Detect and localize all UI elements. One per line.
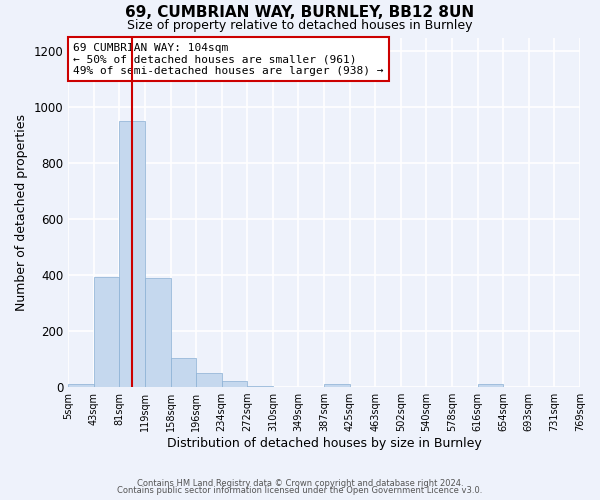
Text: 69, CUMBRIAN WAY, BURNLEY, BB12 8UN: 69, CUMBRIAN WAY, BURNLEY, BB12 8UN <box>125 5 475 20</box>
Bar <box>324 384 350 387</box>
Text: Size of property relative to detached houses in Burnley: Size of property relative to detached ho… <box>127 18 473 32</box>
Text: Contains HM Land Registry data © Crown copyright and database right 2024.: Contains HM Land Registry data © Crown c… <box>137 478 463 488</box>
Bar <box>68 384 94 387</box>
Bar <box>222 381 247 387</box>
Bar <box>145 278 170 387</box>
Bar <box>196 372 222 387</box>
Text: Contains public sector information licensed under the Open Government Licence v3: Contains public sector information licen… <box>118 486 482 495</box>
Bar <box>94 276 119 387</box>
Bar <box>170 358 196 387</box>
Bar <box>478 384 503 387</box>
Text: 69 CUMBRIAN WAY: 104sqm
← 50% of detached houses are smaller (961)
49% of semi-d: 69 CUMBRIAN WAY: 104sqm ← 50% of detache… <box>73 42 384 76</box>
Y-axis label: Number of detached properties: Number of detached properties <box>15 114 28 311</box>
Bar <box>247 386 273 387</box>
Bar <box>119 122 145 387</box>
X-axis label: Distribution of detached houses by size in Burnley: Distribution of detached houses by size … <box>167 437 481 450</box>
